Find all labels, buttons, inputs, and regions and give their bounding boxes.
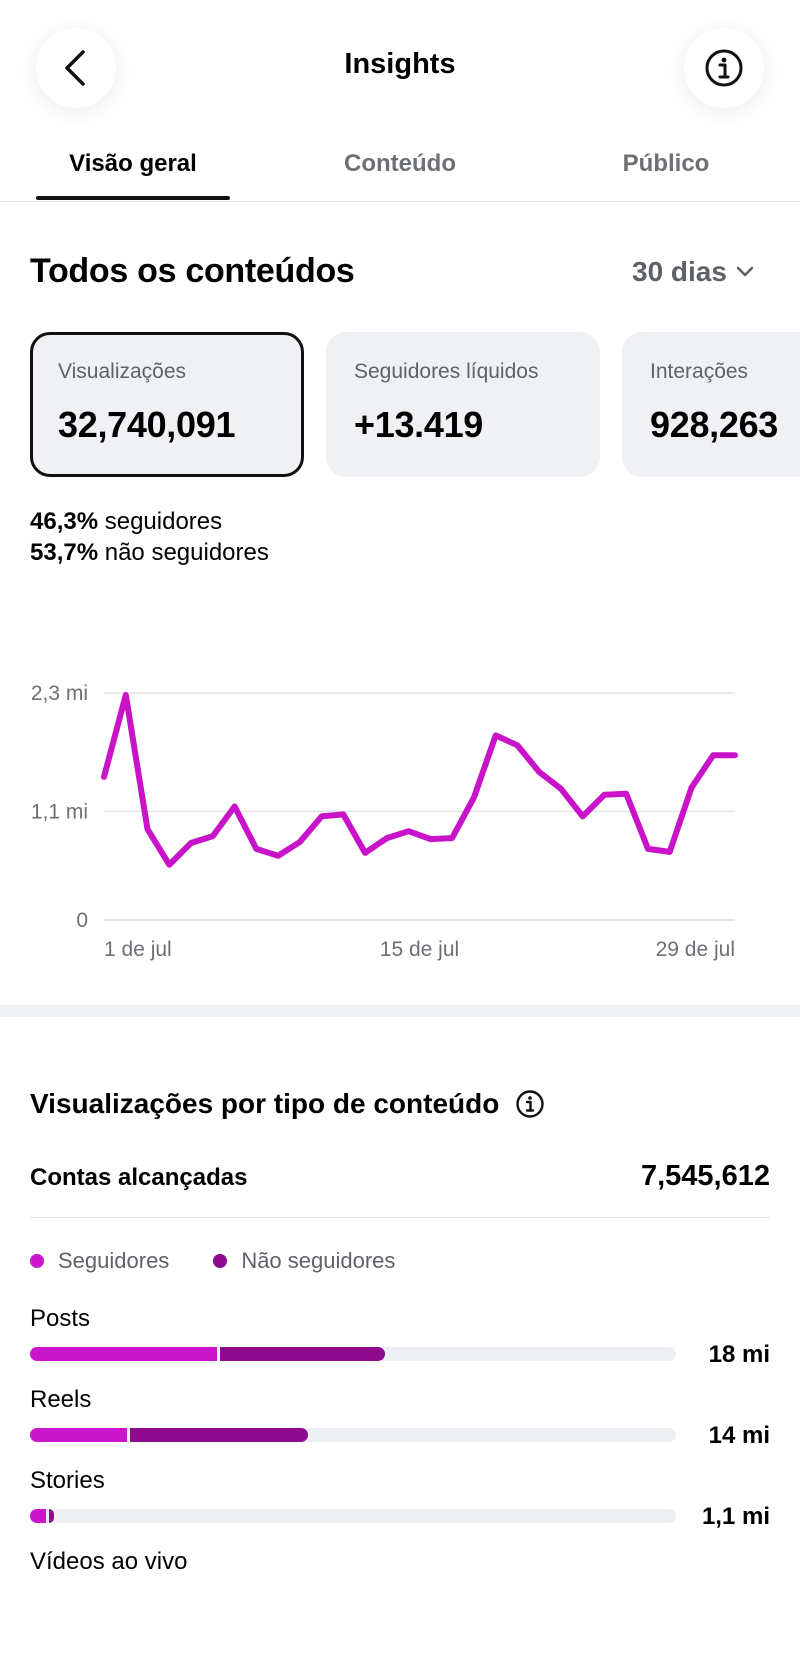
metric-value: +13.419 [354,404,484,445]
content-row-value: 18 mi [708,1341,770,1368]
legend-dot-non-followers [213,1254,228,1268]
metric-card-interactions[interactable]: Interações 928,263 [622,332,800,477]
legend-item-non-followers: Não seguidores [213,1248,395,1274]
info-button[interactable] [684,28,764,108]
content-row-posts[interactable]: Posts 18 mi [30,1305,770,1368]
metric-value: 928,263 [650,404,779,445]
bar-segment-followers [30,1428,127,1442]
tab-bar: Visão geral Conteúdo Público [0,140,800,202]
metric-card-net-followers[interactable]: Seguidores líquidos +13.419 [326,332,600,477]
x-tick-label: 15 de jul [380,938,459,961]
content-row-label: Vídeos ao vivo [30,1548,188,1575]
accounts-reached-value: 7,545,612 [640,1160,770,1192]
legend-item-followers: Seguidores [30,1248,169,1274]
back-button[interactable] [36,28,116,108]
period-label: 30 dias [632,256,727,287]
info-icon [705,49,743,87]
content-row-label: Posts [30,1305,91,1332]
non-followers-label: não seguidores [104,539,269,566]
bar-segment-followers [30,1347,218,1361]
content-row-value: 14 mi [708,1422,770,1449]
metric-value: 32,740,091 [58,404,236,445]
x-tick-label: 1 de jul [104,938,172,961]
chevron-left-icon [65,50,85,86]
bar-segment-non-followers [220,1347,386,1361]
content-row-stories[interactable]: Stories 1,1 mi [30,1467,770,1530]
active-tab-indicator [36,196,230,200]
content-row-label: Reels [30,1386,92,1413]
header: Insights [0,0,800,130]
content-row-label: Stories [30,1467,105,1494]
bar-segment-followers [30,1509,47,1523]
content-type-title: Visualizações por tipo de conteúdo [30,1088,545,1120]
section-divider [0,1005,800,1017]
legend-label: Não seguidores [241,1248,396,1273]
bar-segment-non-followers [129,1428,308,1442]
stacked-bar [30,1347,676,1361]
legend-dot-followers [30,1254,44,1268]
content-row-reels[interactable]: Reels 14 mi [30,1386,770,1449]
followers-percent: 46,3% [30,508,99,535]
non-followers-percent: 53,7% [30,539,99,566]
tab-overview[interactable]: Visão geral [69,150,197,177]
followers-label: seguidores [104,508,223,535]
tab-content[interactable]: Conteúdo [344,150,456,177]
y-tick-label: 0 [76,909,88,932]
content-row-value: 1,1 mi [701,1503,770,1530]
series-line [101,692,738,868]
accounts-reached-label: Contas alcançadas [30,1164,248,1191]
stacked-bar [30,1509,676,1523]
accounts-reached-row: Contas alcançadas 7,545,612 [30,1160,770,1218]
metric-label: Interações [650,360,749,383]
views-line-chart[interactable]: 0 1,1 mi 2,3 mi 1 de jul 15 de jul 29 de jul [0,660,800,980]
content-type-title-text: Visualizações por tipo de conteúdo [30,1088,500,1119]
content-row-live-videos[interactable]: Vídeos ao vivo [30,1548,770,1576]
info-icon[interactable] [515,1089,545,1119]
audience-split: 46,3% seguidores 53,7% não seguidores [30,506,269,568]
stacked-bar [30,1428,676,1442]
y-tick-label: 1,1 mi [31,800,88,823]
chart-legend: Seguidores Não seguidores [30,1248,439,1274]
chevron-down-icon [736,266,754,277]
y-tick-label: 2,3 mi [31,682,88,705]
section-title: Todos os conteúdos [30,252,355,290]
x-tick-label: 29 de jul [656,938,735,961]
legend-label: Seguidores [58,1248,170,1273]
metric-card-views[interactable]: Visualizações 32,740,091 [30,332,304,477]
page-title: Insights [344,48,456,80]
metric-label: Visualizações [58,360,187,383]
period-dropdown[interactable]: 30 dias [632,256,755,288]
bar-segment-non-followers [49,1509,54,1523]
tab-audience[interactable]: Público [622,150,710,177]
metric-label: Seguidores líquidos [354,360,539,383]
